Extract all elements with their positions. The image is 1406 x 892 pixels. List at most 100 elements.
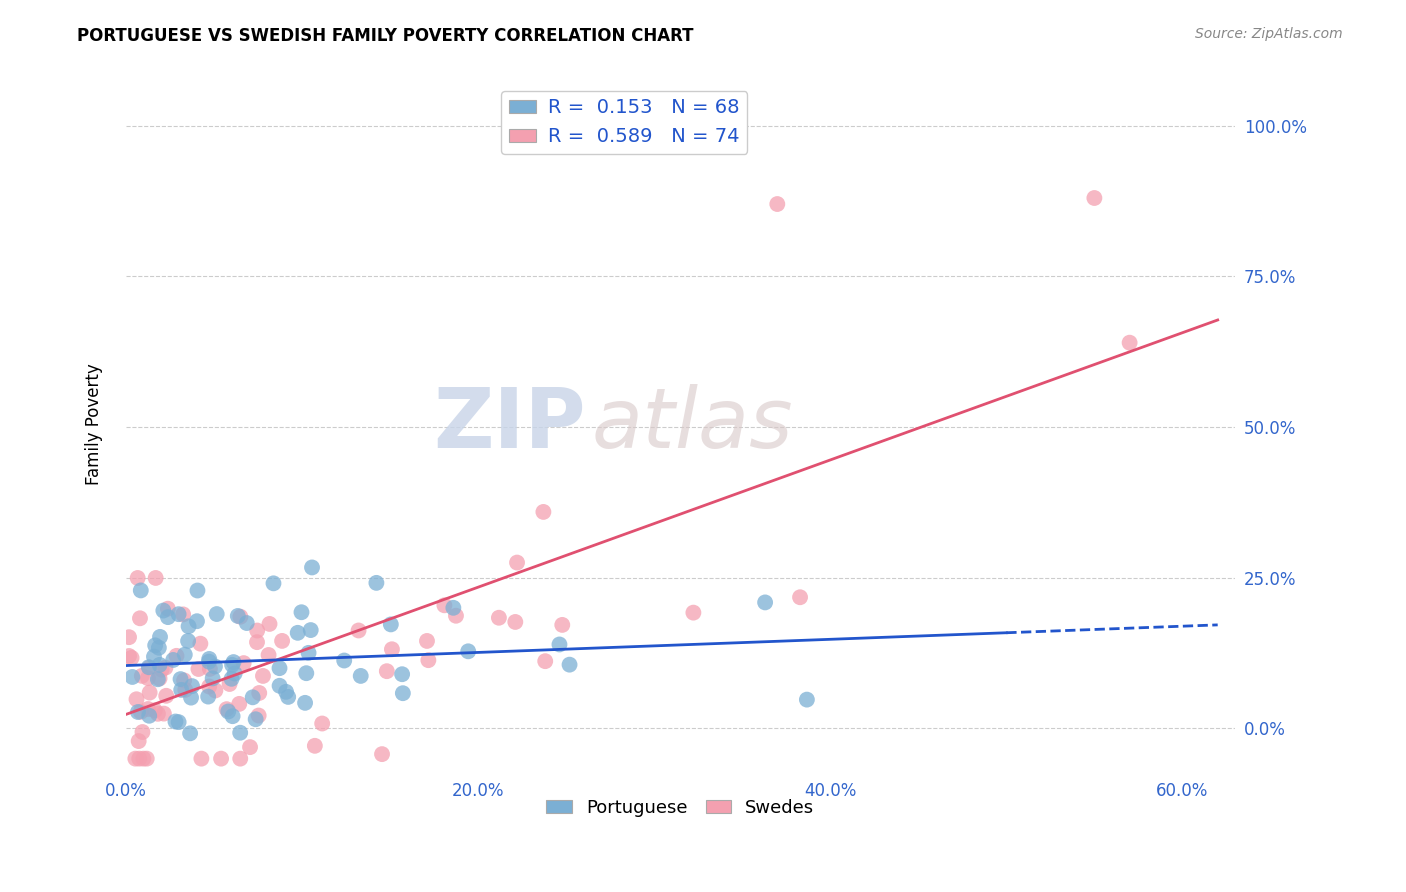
Point <box>167 607 190 622</box>
Point <box>205 607 228 621</box>
Point <box>247 708 270 723</box>
Point <box>143 703 166 717</box>
Point <box>232 656 254 670</box>
Point <box>124 751 146 765</box>
Point <box>131 669 153 683</box>
Y-axis label: Family Poverty: Family Poverty <box>86 363 103 485</box>
Point <box>295 666 318 681</box>
Point <box>186 583 208 598</box>
Point <box>391 667 413 681</box>
Point <box>149 630 172 644</box>
Point <box>380 617 402 632</box>
Point <box>242 690 264 705</box>
Point <box>128 751 150 765</box>
Point <box>682 606 704 620</box>
Point <box>138 708 160 723</box>
Point <box>299 623 322 637</box>
Point <box>177 619 200 633</box>
Point <box>392 686 415 700</box>
Point <box>121 650 143 665</box>
Point <box>311 716 333 731</box>
Point <box>155 660 177 674</box>
Point <box>271 634 294 648</box>
Point <box>221 709 243 723</box>
Point <box>226 609 249 624</box>
Point <box>135 751 157 765</box>
Point <box>350 669 373 683</box>
Point <box>129 611 152 625</box>
Point <box>366 575 388 590</box>
Point <box>441 600 464 615</box>
Point <box>148 672 170 686</box>
Point <box>174 682 197 697</box>
Point <box>136 702 159 716</box>
Text: atlas: atlas <box>592 384 793 465</box>
Point <box>155 689 177 703</box>
Point <box>165 714 187 729</box>
Point <box>150 663 173 677</box>
Point <box>146 672 169 686</box>
Point <box>235 615 257 630</box>
Point <box>162 653 184 667</box>
Point <box>457 644 479 658</box>
Point <box>294 696 316 710</box>
Point <box>551 618 574 632</box>
Point <box>156 601 179 615</box>
Point <box>277 690 299 704</box>
Point <box>224 666 246 681</box>
Point <box>127 705 149 719</box>
Point <box>125 692 148 706</box>
Point <box>201 672 224 686</box>
Point <box>180 690 202 705</box>
Point <box>204 659 226 673</box>
Point <box>170 682 193 697</box>
Point <box>136 671 159 685</box>
Point <box>138 661 160 675</box>
Point <box>371 747 394 761</box>
Point <box>1083 191 1105 205</box>
Point <box>228 697 250 711</box>
Point <box>148 640 170 655</box>
Point <box>301 560 323 574</box>
Point <box>488 611 510 625</box>
Point <box>531 505 554 519</box>
Point <box>138 660 160 674</box>
Point <box>416 634 439 648</box>
Point <box>297 646 319 660</box>
Point <box>190 751 212 765</box>
Point <box>138 685 160 699</box>
Point <box>131 725 153 739</box>
Point <box>129 705 152 719</box>
Text: PORTUGUESE VS SWEDISH FAMILY POVERTY CORRELATION CHART: PORTUGUESE VS SWEDISH FAMILY POVERTY COR… <box>77 27 693 45</box>
Point <box>1118 335 1140 350</box>
Point <box>433 599 456 613</box>
Point <box>177 634 200 648</box>
Point <box>347 624 370 638</box>
Point <box>766 197 789 211</box>
Point <box>215 702 238 716</box>
Point <box>143 649 166 664</box>
Point <box>534 654 557 668</box>
Point <box>269 661 291 675</box>
Point <box>263 576 285 591</box>
Point <box>287 625 309 640</box>
Point <box>259 616 281 631</box>
Point <box>252 669 274 683</box>
Point <box>221 657 243 672</box>
Point <box>187 662 209 676</box>
Point <box>247 686 270 700</box>
Point <box>198 652 221 666</box>
Point <box>218 677 240 691</box>
Point <box>796 692 818 706</box>
Point <box>121 670 143 684</box>
Point <box>444 608 467 623</box>
Point <box>333 653 356 667</box>
Point <box>146 706 169 721</box>
Point <box>198 680 221 694</box>
Point <box>132 751 155 765</box>
Point <box>198 662 221 676</box>
Point <box>118 630 141 644</box>
Point <box>153 706 176 721</box>
Text: Source: ZipAtlas.com: Source: ZipAtlas.com <box>1195 27 1343 41</box>
Point <box>246 624 269 638</box>
